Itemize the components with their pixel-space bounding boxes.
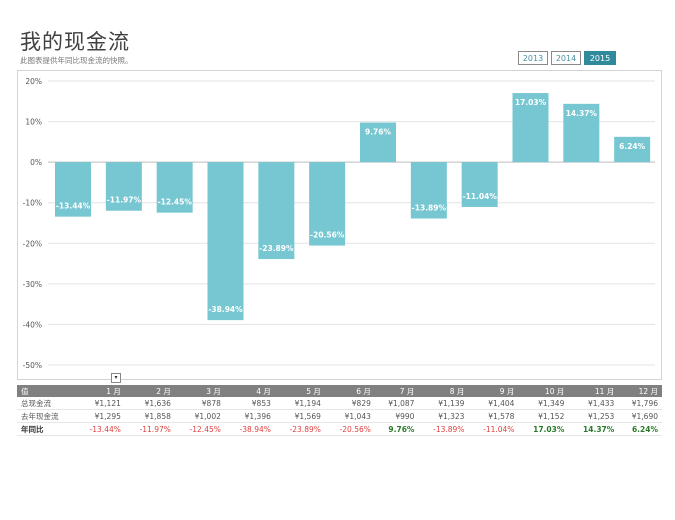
month-header: 8 月 <box>418 385 469 397</box>
table-cell: 9.76% <box>374 422 419 436</box>
table-row: 去年现金流 ¥1,295 ¥1,858 ¥1,002 ¥1,396 ¥1,569 ¥1,04… <box>17 409 662 423</box>
row-label: 去年现金流 <box>17 409 75 423</box>
bar-1[interactable] <box>55 162 91 217</box>
bar-data-label: 6.24% <box>619 142 646 151</box>
table-cell: ¥1,087 <box>374 397 419 410</box>
table-cell: ¥878 <box>174 397 225 410</box>
month-header: 4 月 <box>224 385 275 397</box>
table-cell: -38.94% <box>224 422 275 436</box>
table-cell: ¥1,194 <box>274 397 325 410</box>
table-cell: ¥1,578 <box>468 409 519 423</box>
y-tick-label: -50% <box>23 361 42 370</box>
y-tick-label: -20% <box>23 239 42 248</box>
bar-data-label: -13.89% <box>412 203 447 212</box>
table-cell: -20.56% <box>324 422 375 436</box>
row-label: 总现金流 <box>17 397 75 410</box>
table-cell: ¥1,796 <box>618 397 662 410</box>
table-cell: ¥1,323 <box>418 409 469 423</box>
year-button-2014[interactable]: 2014 <box>551 51 581 65</box>
table-cell: -23.89% <box>274 422 325 436</box>
bar-6[interactable] <box>309 162 346 246</box>
bar-9[interactable] <box>461 162 498 207</box>
table-cell: ¥1,569 <box>274 409 325 423</box>
table-cell: ¥1,002 <box>174 409 225 423</box>
table-cell: ¥1,121 <box>74 397 125 410</box>
table-cell: -13.89% <box>418 422 469 436</box>
table-cell: ¥1,152 <box>518 409 569 423</box>
table-corner-label: 值 <box>17 385 75 397</box>
table-cell: ¥1,349 <box>518 397 569 410</box>
table-cell: 17.03% <box>518 422 569 436</box>
table-cell: ¥1,396 <box>224 409 275 423</box>
bar-data-label: -38.94% <box>208 305 243 314</box>
bar-data-label: -23.89% <box>259 244 294 253</box>
month-header: 1 月 <box>74 385 125 397</box>
bar-data-label: -13.44% <box>56 202 91 211</box>
month-header: 7 月 <box>374 385 419 397</box>
bar-data-label: -11.04% <box>462 192 497 201</box>
y-tick-label: -10% <box>23 199 42 208</box>
month-header: 6 月 <box>324 385 375 397</box>
table-cell: -11.04% <box>468 422 519 436</box>
year-selector: 2013 2014 2015 <box>518 51 616 65</box>
table-cell: 14.37% <box>568 422 619 436</box>
table-cell: -12.45% <box>174 422 225 436</box>
table-cell: -13.44% <box>74 422 125 436</box>
table-cell: 6.24% <box>618 422 662 436</box>
bar-11[interactable] <box>563 103 600 163</box>
table-row: 总现金流 ¥1,121 ¥1,636 ¥878 ¥853 ¥1,194 ¥829 ¥1,087… <box>17 397 662 410</box>
table-cell: ¥1,404 <box>468 397 519 410</box>
month-header: 10 月 <box>518 385 569 397</box>
y-tick-label: 20% <box>25 77 42 86</box>
table-cell: ¥853 <box>224 397 275 410</box>
bar-2[interactable] <box>105 162 142 211</box>
cashflow-bar-chart: 20% 10% 0% -10% -20% -30% -40% -50% -13.44% -11.9… <box>23 77 655 370</box>
y-tick-label: 10% <box>25 118 42 127</box>
bar-data-label: 14.37% <box>566 109 598 118</box>
page-title: 我的现金流 <box>20 30 130 54</box>
bar-5[interactable] <box>258 162 295 260</box>
year-button-2013[interactable]: 2013 <box>518 51 548 65</box>
filter-dropdown-icon[interactable]: ▾ <box>111 373 121 383</box>
month-header: 5 月 <box>274 385 325 397</box>
bar-4[interactable] <box>207 162 244 321</box>
year-button-2015[interactable]: 2015 <box>584 51 616 65</box>
table-cell: ¥1,433 <box>568 397 619 410</box>
bar-data-label: 17.03% <box>515 98 547 107</box>
page-subtitle: 此图表提供年同比现金流的快照。 <box>20 56 133 65</box>
table-cell: ¥1,636 <box>124 397 175 410</box>
table-cell: ¥1,139 <box>418 397 469 410</box>
table-cell: ¥1,043 <box>324 409 375 423</box>
bar-8[interactable] <box>410 162 447 219</box>
table-cell: ¥990 <box>374 409 419 423</box>
month-header: 12 月 <box>618 385 662 397</box>
month-header: 2 月 <box>124 385 175 397</box>
bar-3[interactable] <box>156 162 193 213</box>
table-row: 年同比 -13.44% -11.97% -12.45% -38.94% -23.89% -2… <box>17 422 662 436</box>
y-tick-label: -30% <box>23 280 42 289</box>
bar-12[interactable] <box>614 136 651 163</box>
table-cell: ¥1,295 <box>74 409 125 423</box>
bar-data-label: -11.97% <box>107 196 142 205</box>
bar-10[interactable] <box>512 93 549 163</box>
table-cell: -11.97% <box>124 422 175 436</box>
y-tick-label: -40% <box>23 320 42 329</box>
bar-7[interactable] <box>360 122 396 163</box>
table-cell: ¥1,858 <box>124 409 175 423</box>
bar-data-label: 9.76% <box>365 128 392 137</box>
chart-frame <box>17 70 662 380</box>
bar-data-label: -20.56% <box>310 231 345 240</box>
table-cell: ¥1,253 <box>568 409 619 423</box>
month-header: 11 月 <box>568 385 619 397</box>
table-cell: ¥1,690 <box>618 409 662 423</box>
row-label: 年同比 <box>17 422 75 436</box>
month-header: 3 月 <box>174 385 225 397</box>
table-cell: ¥829 <box>324 397 375 410</box>
y-tick-label: 0% <box>30 158 42 167</box>
month-header: 9 月 <box>468 385 519 397</box>
bar-data-label: -12.45% <box>157 198 192 207</box>
